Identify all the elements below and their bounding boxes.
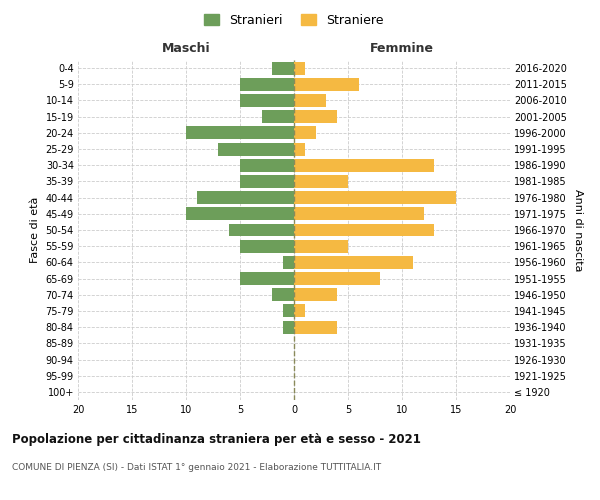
Bar <box>294 224 434 236</box>
Y-axis label: Fasce di età: Fasce di età <box>30 197 40 263</box>
Bar <box>240 78 294 91</box>
Bar <box>272 288 294 301</box>
Bar <box>294 272 380 285</box>
Bar <box>197 191 294 204</box>
Bar <box>186 208 294 220</box>
Bar <box>294 191 456 204</box>
Bar <box>229 224 294 236</box>
Bar <box>294 110 337 123</box>
Bar <box>294 320 337 334</box>
Bar <box>240 159 294 172</box>
Legend: Stranieri, Straniere: Stranieri, Straniere <box>204 14 384 26</box>
Bar <box>294 175 348 188</box>
Text: COMUNE DI PIENZA (SI) - Dati ISTAT 1° gennaio 2021 - Elaborazione TUTTITALIA.IT: COMUNE DI PIENZA (SI) - Dati ISTAT 1° ge… <box>12 463 381 472</box>
Bar <box>294 142 305 156</box>
Bar <box>218 142 294 156</box>
Bar <box>283 304 294 318</box>
Bar <box>240 272 294 285</box>
Bar <box>294 256 413 269</box>
Bar <box>186 126 294 140</box>
Bar <box>294 78 359 91</box>
Bar <box>294 94 326 107</box>
Bar <box>294 159 434 172</box>
Bar <box>283 320 294 334</box>
Bar <box>283 256 294 269</box>
Bar <box>294 126 316 140</box>
Bar <box>294 208 424 220</box>
Text: Popolazione per cittadinanza straniera per età e sesso - 2021: Popolazione per cittadinanza straniera p… <box>12 432 421 446</box>
Bar <box>240 94 294 107</box>
Bar <box>272 62 294 74</box>
Y-axis label: Anni di nascita: Anni di nascita <box>572 188 583 271</box>
Bar <box>240 175 294 188</box>
Bar <box>240 240 294 252</box>
Bar <box>262 110 294 123</box>
Text: Maschi: Maschi <box>161 42 211 55</box>
Bar <box>294 240 348 252</box>
Text: Femmine: Femmine <box>370 42 434 55</box>
Bar <box>294 288 337 301</box>
Bar <box>294 62 305 74</box>
Bar <box>294 304 305 318</box>
